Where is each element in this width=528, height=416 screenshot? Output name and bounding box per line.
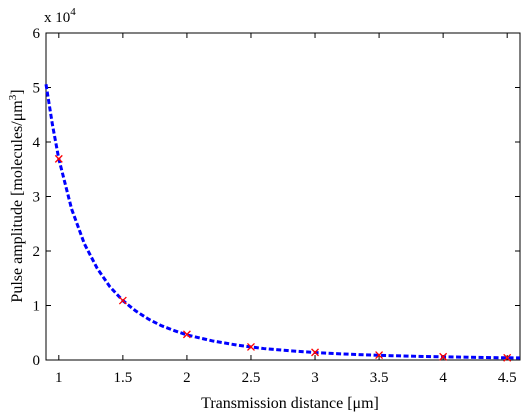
data-point-marker	[118, 296, 127, 305]
marker-stroke	[439, 352, 448, 361]
y-axis-label: Pulse amplitude [molecules/μm3]	[7, 89, 26, 302]
marker-stroke	[54, 154, 63, 163]
data-point-marker	[182, 330, 191, 339]
plot-frame	[45, 32, 521, 361]
data-point-marker	[247, 342, 255, 351]
x-axis-label: Transmission distance [μm]	[201, 395, 379, 412]
y-tick-label: 2	[33, 244, 41, 260]
data-point-marker	[439, 352, 448, 361]
x-tick-label: 2.5	[242, 370, 261, 386]
x-tick-label: 3.5	[370, 370, 389, 386]
y-exponent-base: x 10	[44, 10, 70, 26]
y-tick-label: 4	[33, 135, 41, 151]
x-tick-label: 4	[439, 370, 447, 386]
data-point-marker	[375, 351, 384, 360]
marker-stroke	[247, 342, 255, 351]
x-tick-label: 4.5	[498, 370, 517, 386]
data-point-marker	[503, 353, 512, 362]
y-tick-label: 6	[33, 26, 41, 42]
y-exponent-power: 4	[70, 6, 76, 18]
data-point-marker	[311, 348, 319, 357]
marker-stroke	[503, 353, 512, 362]
x-tick-label: 1.5	[113, 370, 132, 386]
y-axis-label-main: Pulse amplitude [molecules/μm	[9, 100, 26, 303]
y-tick-label: 0	[33, 353, 41, 369]
x-tick-label: 1	[55, 370, 63, 386]
marker-stroke	[311, 348, 319, 357]
marker-stroke	[375, 351, 384, 360]
data-point-marker	[54, 154, 63, 163]
marker-stroke	[182, 330, 191, 339]
x-tick-label: 3	[311, 370, 319, 386]
y-axis-label-sup: 3	[7, 94, 19, 100]
x-tick-label: 2	[183, 370, 191, 386]
y-axis-label-close: ]	[9, 89, 26, 94]
y-tick-label: 1	[33, 299, 41, 315]
series-line-analytic	[44, 83, 521, 360]
y-exponent-label: x 104	[44, 6, 76, 26]
y-tick-label: 5	[33, 81, 41, 97]
marker-stroke	[118, 296, 127, 305]
y-tick-label: 3	[33, 190, 41, 206]
